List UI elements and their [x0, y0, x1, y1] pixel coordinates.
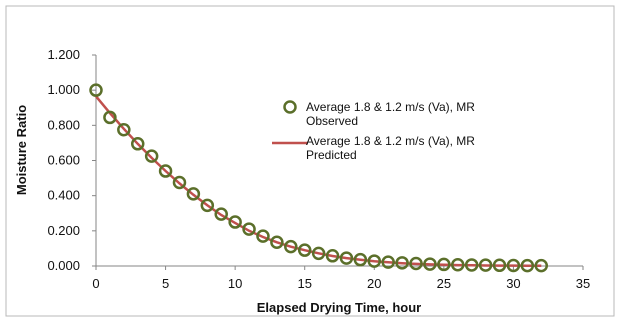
observed-data-point: [325, 249, 340, 263]
observed-data-point: [270, 235, 284, 250]
observed-data-point: [117, 122, 131, 137]
observed-data-point: [423, 257, 437, 271]
legend-predicted-label: Predicted: [306, 148, 357, 162]
observed-data-point: [228, 215, 242, 229]
observed-data-point: [242, 222, 256, 236]
y-tick-label: 0.800: [47, 117, 80, 132]
observed-data-point: [172, 175, 187, 190]
observed-data-point: [506, 258, 521, 273]
observed-data-point: [353, 252, 368, 267]
observed-data-point: [395, 256, 409, 270]
x-tick-label: 10: [228, 276, 242, 291]
x-tick-label: 15: [297, 276, 311, 291]
plot-series: [89, 83, 549, 273]
observed-data-point: [520, 258, 535, 273]
observed-data-point: [339, 251, 354, 265]
observed-data-point: [311, 246, 326, 261]
y-tick-label: 1.000: [47, 82, 80, 97]
y-tick-label: 1.200: [47, 47, 80, 62]
observed-data-point: [186, 187, 201, 201]
observed-data-point: [464, 258, 479, 272]
legend-predicted-label: Average 1.8 & 1.2 m/s (Va), MR: [306, 134, 475, 148]
legend-observed-label: Average 1.8 & 1.2 m/s (Va), MR: [306, 100, 475, 114]
x-axis-title: Elapsed Drying Time, hour: [257, 300, 421, 315]
observed-data-point: [158, 164, 173, 178]
observed-data-point: [89, 83, 103, 97]
x-tick-label: 5: [162, 276, 169, 291]
y-axis-title: Moisture Ratio: [14, 105, 29, 195]
x-tick-label: 25: [437, 276, 451, 291]
observed-data-point: [492, 258, 507, 273]
legend: Average 1.8 & 1.2 m/s (Va), MRObservedAv…: [272, 100, 475, 162]
observed-data-point: [103, 110, 117, 125]
x-tick-label: 20: [367, 276, 381, 291]
x-tick-label: 35: [576, 276, 590, 291]
observed-data-point: [130, 137, 145, 151]
observed-data-point: [437, 257, 451, 272]
observed-data-point: [534, 258, 549, 273]
y-tick-label: 0.400: [47, 188, 80, 203]
x-tick-label: 30: [506, 276, 520, 291]
observed-data-point: [478, 258, 493, 272]
observed-data-point: [451, 258, 465, 272]
observed-data-point: [144, 149, 159, 163]
y-tick-label: 0.000: [47, 258, 80, 273]
observed-data-point: [200, 198, 215, 213]
x-tick-label: 0: [92, 276, 99, 291]
observed-data-point: [214, 207, 228, 221]
observed-data-point: [297, 243, 312, 257]
observed-data-point: [409, 256, 423, 271]
legend-observed-marker: [283, 100, 297, 114]
y-tick-label: 0.200: [47, 223, 80, 238]
y-tick-label: 0.600: [47, 153, 80, 168]
observed-data-point: [367, 254, 382, 268]
observed-data-point: [284, 239, 298, 254]
chart-frame: [5, 5, 615, 317]
observed-data-point: [381, 255, 395, 269]
observed-data-point: [256, 229, 270, 243]
legend-observed-label: Observed: [306, 114, 358, 128]
